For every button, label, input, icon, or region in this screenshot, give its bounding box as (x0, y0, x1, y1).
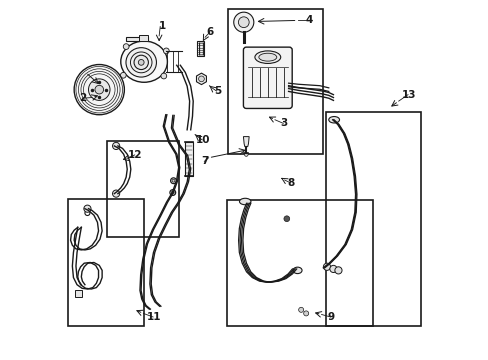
Circle shape (163, 48, 169, 54)
Circle shape (123, 44, 129, 49)
Circle shape (233, 12, 253, 32)
Text: 5: 5 (214, 86, 221, 96)
Circle shape (95, 85, 103, 94)
Polygon shape (126, 37, 147, 41)
Circle shape (244, 153, 247, 156)
Ellipse shape (121, 41, 167, 82)
Circle shape (138, 59, 144, 65)
Text: 11: 11 (146, 312, 161, 322)
FancyBboxPatch shape (243, 47, 292, 108)
Text: 12: 12 (128, 150, 142, 160)
Text: 9: 9 (327, 312, 334, 322)
Ellipse shape (258, 53, 276, 61)
Circle shape (172, 179, 175, 182)
Polygon shape (139, 35, 147, 41)
Polygon shape (196, 73, 206, 85)
Text: 1: 1 (158, 21, 165, 31)
Ellipse shape (292, 267, 302, 274)
Polygon shape (185, 142, 192, 176)
Circle shape (298, 307, 303, 312)
Circle shape (134, 55, 148, 69)
Ellipse shape (239, 198, 250, 205)
Text: 2: 2 (79, 93, 86, 103)
Circle shape (88, 79, 110, 100)
Text: 13: 13 (401, 90, 415, 100)
Circle shape (303, 311, 308, 316)
Circle shape (323, 263, 330, 270)
Text: 3: 3 (280, 118, 287, 128)
Text: 4: 4 (305, 15, 312, 26)
Text: 6: 6 (206, 27, 214, 37)
Text: 7: 7 (201, 156, 208, 166)
Circle shape (238, 17, 249, 28)
Polygon shape (243, 136, 249, 147)
Circle shape (198, 76, 204, 82)
Circle shape (171, 191, 174, 194)
Circle shape (83, 205, 91, 212)
Circle shape (112, 190, 120, 197)
Text: 8: 8 (287, 178, 294, 188)
Ellipse shape (254, 51, 280, 63)
Circle shape (329, 265, 336, 273)
Circle shape (112, 142, 120, 149)
Polygon shape (75, 291, 82, 297)
Ellipse shape (126, 48, 156, 77)
Circle shape (334, 267, 341, 274)
Circle shape (120, 72, 126, 78)
Polygon shape (197, 41, 204, 56)
Text: 10: 10 (196, 135, 210, 145)
Ellipse shape (328, 117, 339, 123)
Circle shape (74, 64, 124, 115)
Circle shape (161, 73, 166, 79)
Circle shape (284, 216, 289, 222)
